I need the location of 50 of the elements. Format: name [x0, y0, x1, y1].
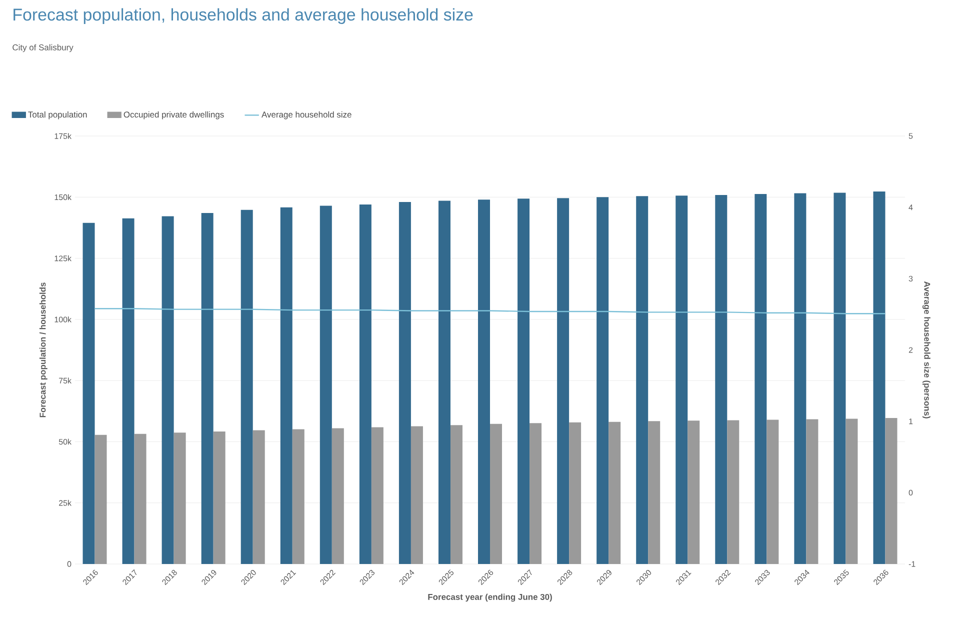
bar: [280, 207, 292, 564]
bar: [94, 434, 107, 564]
bar: [82, 222, 95, 564]
bar: [715, 194, 728, 564]
bar: [766, 420, 779, 564]
bar: [398, 202, 411, 564]
bar: [134, 434, 146, 564]
bar: [754, 194, 767, 564]
bar: [252, 430, 265, 564]
bar: [174, 432, 186, 564]
legend-label: Average household size: [262, 111, 352, 120]
bar: [676, 196, 688, 564]
legend-label: Total population: [28, 111, 87, 120]
bar: [490, 424, 502, 564]
bar: [478, 200, 490, 564]
bar: [846, 418, 858, 564]
bar: [557, 198, 570, 564]
bar: [648, 421, 660, 564]
bar: [806, 419, 818, 564]
bar: [794, 193, 806, 564]
bar: [450, 425, 462, 564]
bar: [332, 428, 344, 564]
bar: [359, 204, 372, 564]
bar: [530, 423, 542, 564]
bar: [596, 197, 609, 564]
bar: [636, 196, 648, 564]
bar: [162, 216, 174, 564]
bar: [201, 213, 214, 564]
bar: [292, 429, 304, 564]
chart-subtitle: City of Salisbury: [12, 44, 74, 52]
bar: [688, 420, 700, 564]
x-axis-title: Forecast year (ending June 30): [428, 594, 552, 602]
bar: [569, 422, 582, 564]
bar: [371, 427, 384, 564]
bar: [518, 198, 530, 564]
bar: [873, 192, 886, 564]
bar: [122, 218, 134, 564]
bar: [727, 420, 740, 564]
y2-axis-title: Average household size (persons): [922, 281, 930, 418]
bar: [213, 431, 226, 564]
bar: [834, 192, 846, 564]
bar: [608, 422, 621, 564]
bar: [240, 210, 253, 564]
y-axis-title: Forecast population / households: [39, 282, 48, 418]
bar: [438, 200, 450, 564]
bar: [320, 206, 332, 564]
bar: [410, 426, 423, 564]
bar: [885, 418, 898, 564]
chart-title: Forecast population, households and average household size: [14, 8, 473, 24]
legend-label: Occupied private dwellings: [124, 111, 224, 120]
